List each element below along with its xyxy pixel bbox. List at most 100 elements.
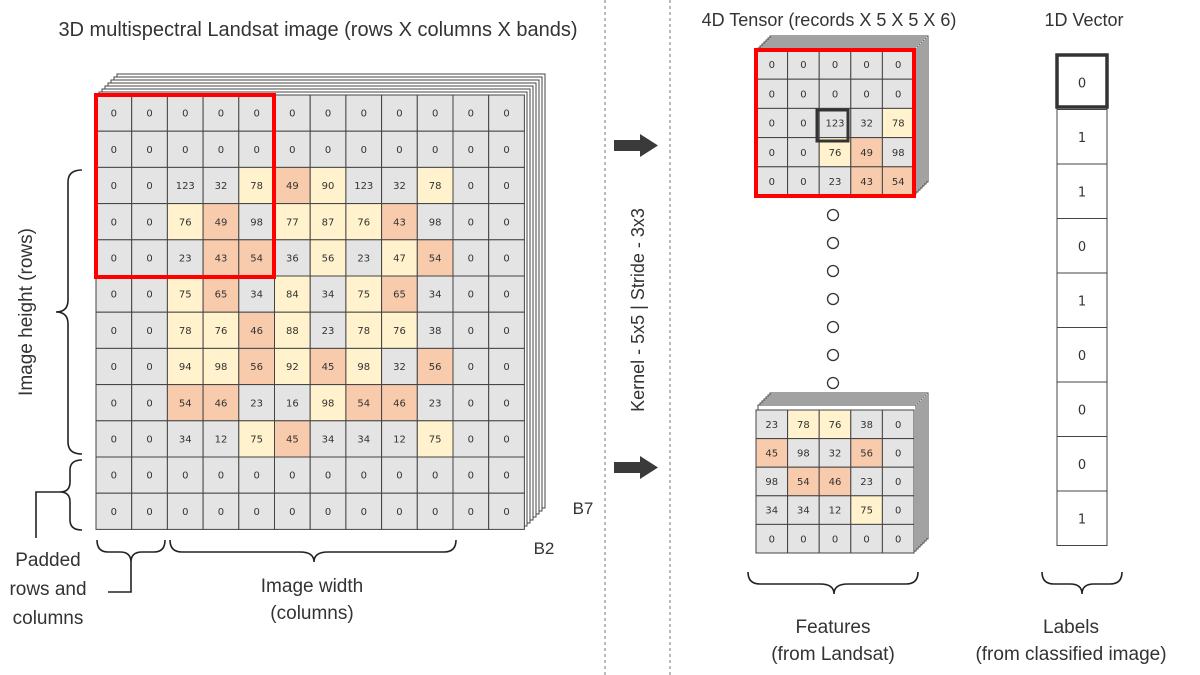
grid-cell-value: 54: [179, 398, 192, 409]
grid-cell: [309, 275, 347, 313]
grid-cell: [416, 203, 454, 241]
grid-cell-value: 32: [393, 362, 406, 373]
grid-cell-value: 0: [503, 471, 509, 482]
grid-cell-value: 0: [182, 109, 188, 120]
grid-cell-value: 0: [146, 362, 152, 373]
grid-cell: [345, 456, 383, 494]
records-ellipsis: [826, 208, 840, 390]
grid-cell: [381, 456, 418, 494]
grid-cell-value: 34: [357, 435, 370, 446]
arrow-bottom: [614, 456, 658, 479]
grid-cell-value: 54: [797, 477, 810, 488]
image-width-label-line1: Image width: [261, 576, 363, 597]
kernel-stride-label: Kernel - 5x5 | Stride - 3x3: [628, 208, 648, 412]
grid-cell-value: 76: [829, 420, 842, 431]
grid-cell: [881, 166, 915, 197]
grid-cell-value: 65: [215, 290, 228, 301]
grid-cell-value: 98: [797, 449, 810, 460]
grid-cell-value: 75: [860, 506, 873, 517]
landsat-grid: 0 0 0 0 0 0 0 0 0 0 0 00 0 0 0 0 0 0 0 0 0 0 00 0 123 32 78 49 90 123…: [95, 94, 525, 530]
grid-cell-value: 0: [800, 119, 806, 130]
padded-label-line1: Padded: [15, 550, 81, 571]
grid-cell: [166, 203, 204, 241]
grid-cell-value: 0: [361, 507, 367, 518]
grid-cell-value: 0: [111, 362, 117, 373]
grid-cell-value: 23: [765, 420, 778, 431]
kernel-window-highlight: [94, 93, 276, 279]
grid-cell-value: 43: [860, 177, 873, 188]
grid-cell-value: 54: [250, 254, 263, 265]
grid-cell: [202, 420, 240, 458]
grid-cell: [416, 384, 454, 422]
grid-cell-value: 0: [289, 109, 295, 120]
vector-cell: [1056, 381, 1108, 437]
grid-cell-value: 32: [215, 181, 228, 192]
grid-cell-value: 32: [860, 119, 873, 130]
grid-cell-value: 12: [393, 435, 406, 446]
grid-cell: [881, 438, 915, 468]
grid-cell-value: 0: [218, 507, 224, 518]
grid-cell-value: 0: [832, 534, 838, 545]
grid-cell-value: 0: [396, 471, 402, 482]
grid-cell-value: 0: [769, 89, 775, 100]
grid-cell-value: 0: [432, 471, 438, 482]
center-pixel-highlight: [815, 108, 850, 143]
grid-cell: [881, 409, 915, 440]
grid-cell-value: 34: [250, 290, 263, 301]
grid-cell: [274, 347, 311, 386]
grid-cell-value: 0: [895, 534, 901, 545]
grid-cell-value: 56: [250, 362, 263, 373]
grid-cell: [95, 275, 133, 313]
grid-cell: [202, 384, 240, 422]
grid-cell: [381, 275, 418, 313]
grid-cell-value: 0: [895, 506, 901, 517]
grid-cell: [850, 523, 883, 554]
grid-cell-value: 0: [111, 435, 117, 446]
grid-cell: [416, 94, 454, 132]
grid-cell: [131, 492, 168, 530]
grid-cell: [787, 523, 820, 554]
grid-cell-value: 0: [468, 217, 474, 228]
grid-cell-value: 23: [429, 398, 442, 409]
grid-cell-value: 56: [322, 254, 335, 265]
grid-cell-value: 32: [393, 181, 406, 192]
grid-cell-value: 98: [250, 217, 263, 228]
grid-cell: [95, 420, 133, 458]
grid-cell: [787, 166, 820, 197]
padded-rows-brace: [59, 459, 83, 531]
current-label-highlight: [1055, 53, 1109, 109]
grid-cell: [850, 166, 883, 197]
grid-cell-value: 23: [357, 254, 370, 265]
grid-cell-value: 0: [503, 290, 509, 301]
band-last-label: B7: [573, 499, 594, 518]
grid-cell-value: 0: [111, 217, 117, 228]
grid-cell-value: 0: [895, 60, 901, 71]
vector-cell-value: 1: [1078, 131, 1086, 146]
grid-cell: [238, 311, 276, 349]
grid-cell-value: 0: [468, 362, 474, 373]
grid-cell: [787, 137, 820, 168]
grid-cell: [787, 495, 820, 525]
grid-cell-value: 0: [253, 145, 259, 156]
vector-cell: [1056, 109, 1108, 165]
grid-cell: [202, 130, 240, 168]
grid-cell: [452, 384, 490, 422]
grid-cell-value: 34: [322, 435, 335, 446]
grid-cell-value: 0: [895, 89, 901, 100]
grid-cell: [452, 311, 490, 349]
grid-cell-value: 76: [357, 217, 370, 228]
grid-cell-value: 78: [892, 119, 905, 130]
grid-cell-value: 76: [179, 217, 192, 228]
grid-cell: [274, 456, 311, 494]
grid-cell: [345, 492, 383, 530]
grid-cell-value: 0: [468, 507, 474, 518]
grid-cell-value: 46: [215, 398, 228, 409]
features-brace: [747, 571, 919, 595]
grid-cell-value: 123: [176, 181, 195, 192]
grid-cell-value: 98: [892, 148, 905, 159]
grid-cell-value: 0: [468, 471, 474, 482]
ellipsis-dot: [826, 264, 840, 278]
grid-cell: [416, 311, 454, 349]
padded-label-line3: columns: [13, 608, 84, 629]
